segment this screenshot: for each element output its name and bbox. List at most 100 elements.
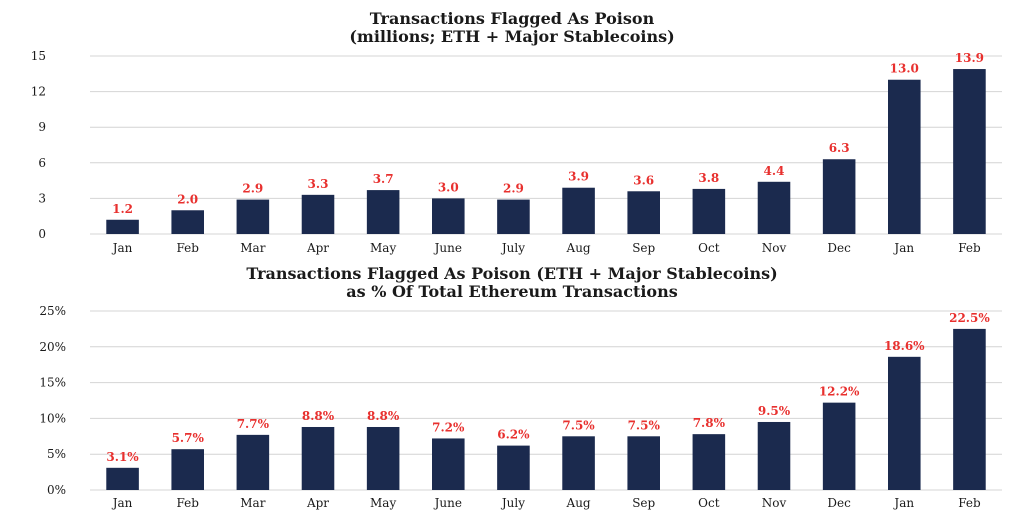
x-tick-label: Nov — [762, 241, 787, 255]
data-label: 2.9 — [242, 182, 263, 196]
bar — [888, 79, 921, 234]
data-label: 3.0 — [438, 180, 459, 194]
data-label: 4.4 — [764, 164, 785, 178]
bar — [171, 449, 204, 490]
x-tick-label: July — [500, 241, 525, 255]
bar — [301, 194, 335, 234]
data-label: 7.8% — [693, 416, 726, 430]
data-label: 8.8% — [367, 409, 400, 423]
data-label: 3.9 — [568, 170, 589, 184]
data-label: 13.9 — [955, 51, 984, 65]
bar — [301, 426, 335, 490]
chart-1: Transactions Flagged As Poison(millions;… — [31, 9, 1002, 255]
x-tick-label: Jan — [892, 496, 914, 510]
data-label: 3.6 — [633, 173, 654, 187]
data-label: 7.5% — [628, 418, 661, 432]
bar — [106, 467, 139, 490]
y-tick-label: 15% — [39, 376, 66, 390]
bar — [562, 436, 595, 490]
chart-title: Transactions Flagged As Poison (ETH + Ma… — [246, 264, 777, 283]
x-tick-label: Jan — [111, 496, 133, 510]
bar — [627, 436, 660, 490]
x-tick-label: Jan — [111, 241, 133, 255]
y-tick-label: 12 — [31, 85, 46, 99]
chart-title: Transactions Flagged As Poison — [370, 9, 655, 28]
x-tick-label: Mar — [240, 496, 265, 510]
x-tick-label: Sep — [632, 496, 655, 510]
data-label: 6.3 — [829, 141, 850, 155]
bar — [692, 188, 726, 234]
data-label: 6.2% — [497, 428, 530, 442]
x-tick-label: Feb — [958, 496, 981, 510]
x-tick-label: Feb — [176, 496, 199, 510]
chart-subtitle: (millions; ETH + Major Stablecoins) — [349, 27, 674, 46]
y-tick-label: 6 — [38, 156, 46, 170]
bar — [692, 434, 726, 490]
x-tick-label: Oct — [698, 496, 720, 510]
bar — [236, 199, 270, 234]
x-tick-label: Dec — [827, 241, 851, 255]
x-tick-label: May — [370, 241, 396, 255]
data-label: 5.7% — [172, 431, 205, 445]
bar — [888, 356, 921, 490]
y-tick-label: 20% — [39, 340, 66, 354]
bar — [757, 421, 791, 490]
bar — [627, 191, 660, 234]
x-tick-label: Aug — [566, 241, 591, 255]
data-label: 9.5% — [758, 404, 791, 418]
data-label: 3.3 — [308, 177, 329, 191]
x-tick-label: Mar — [240, 241, 265, 255]
x-tick-label: Aug — [566, 496, 591, 510]
data-label: 8.8% — [302, 409, 335, 423]
x-tick-label: Jan — [892, 241, 914, 255]
y-tick-label: 25% — [39, 304, 66, 318]
bar — [953, 328, 986, 490]
x-tick-label: July — [500, 496, 525, 510]
data-label: 2.9 — [503, 182, 524, 196]
bar — [822, 159, 856, 234]
x-tick-label: Feb — [958, 241, 981, 255]
x-tick-label: Nov — [762, 496, 787, 510]
data-label: 7.2% — [432, 420, 465, 434]
bar — [236, 434, 270, 490]
x-tick-label: Apr — [306, 496, 329, 510]
y-tick-label: 9 — [38, 120, 46, 134]
x-tick-label: June — [433, 496, 462, 510]
bar — [171, 210, 204, 234]
y-tick-label: 5% — [47, 447, 66, 461]
data-label: 2.0 — [177, 192, 198, 206]
data-label: 7.7% — [237, 417, 270, 431]
bar — [757, 181, 791, 234]
bar — [432, 438, 465, 490]
data-label: 12.2% — [819, 385, 860, 399]
data-label: 18.6% — [884, 339, 925, 353]
y-tick-label: 0% — [47, 483, 66, 497]
x-tick-label: Oct — [698, 241, 720, 255]
x-tick-label: June — [433, 241, 462, 255]
x-tick-label: Feb — [176, 241, 199, 255]
bar — [106, 219, 139, 234]
bar — [366, 426, 400, 490]
data-label: 1.2 — [112, 202, 133, 216]
bar — [822, 402, 856, 490]
x-tick-label: May — [370, 496, 396, 510]
y-tick-label: 15 — [31, 49, 46, 63]
bar — [562, 187, 595, 234]
data-label: 7.5% — [562, 418, 595, 432]
x-tick-label: Sep — [632, 241, 655, 255]
x-tick-label: Dec — [827, 496, 851, 510]
bar — [497, 445, 530, 490]
data-label: 22.5% — [949, 311, 990, 325]
y-tick-label: 0 — [38, 227, 46, 241]
data-label: 13.0 — [890, 62, 919, 76]
bar — [366, 190, 400, 234]
data-label: 3.8 — [698, 171, 719, 185]
x-tick-label: Apr — [306, 241, 329, 255]
y-tick-label: 10% — [39, 411, 66, 425]
bar — [432, 198, 465, 234]
data-label: 3.1% — [106, 450, 139, 464]
chart-2: Transactions Flagged As Poison (ETH + Ma… — [39, 264, 1002, 510]
bar — [497, 199, 530, 234]
